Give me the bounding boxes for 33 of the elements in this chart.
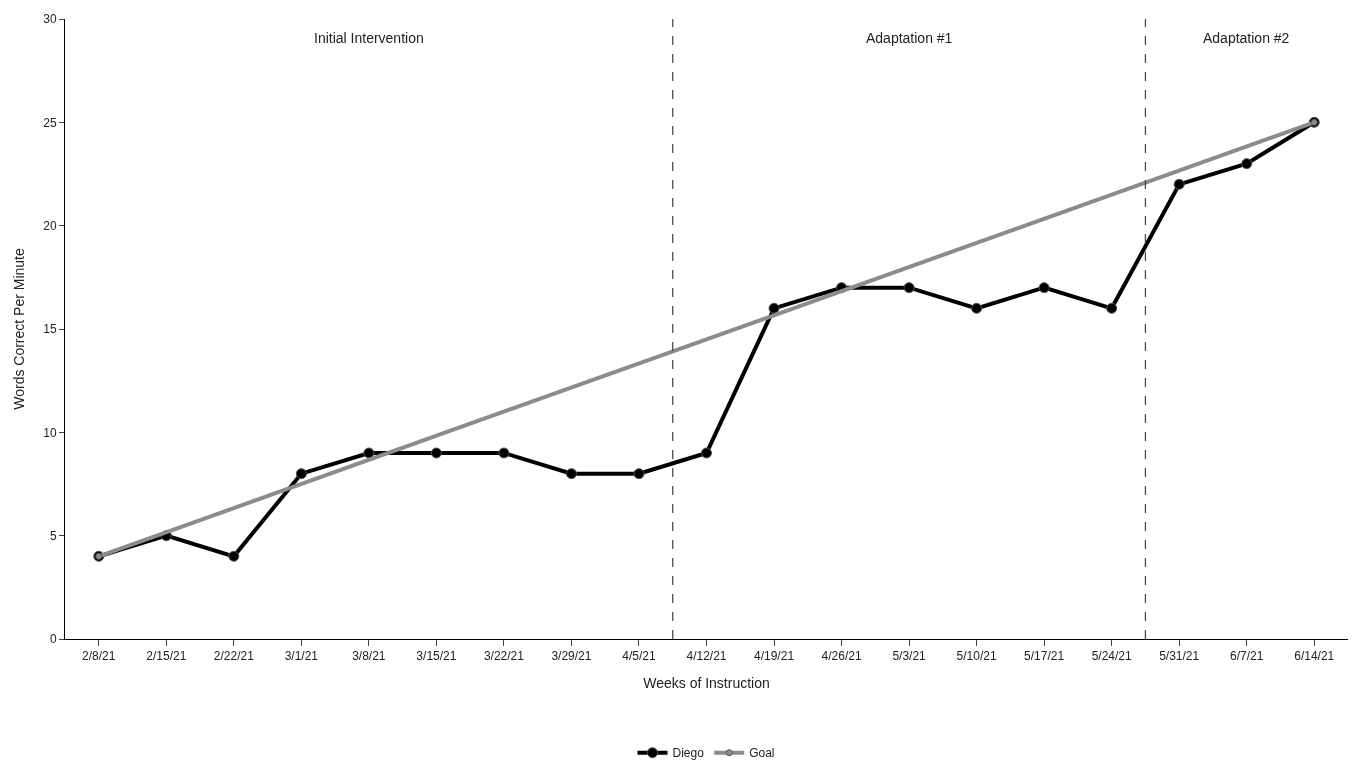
x-tick-label: 5/24/21 (1091, 649, 1132, 664)
x-tick-label: 4/19/21 (754, 649, 795, 664)
x-tick-label: 4/26/21 (821, 649, 862, 664)
y-tick-label: 10 (43, 425, 57, 440)
x-tick-label: 3/8/21 (352, 649, 386, 664)
x-tick-label: 5/31/21 (1159, 649, 1200, 664)
x-tick-label: 4/5/21 (622, 649, 656, 664)
x-tick-label: 2/8/21 (82, 649, 116, 664)
y-tick-label: 15 (43, 322, 57, 337)
x-tick-label: 3/22/21 (483, 649, 525, 664)
x-tick-label: 5/10/21 (956, 649, 997, 664)
annotation: Adaptation #1 (866, 30, 953, 46)
x-tick-label: 2/15/21 (146, 649, 187, 664)
x-tick-label: 4/12/21 (686, 649, 727, 664)
x-tick-label: 3/1/21 (284, 649, 319, 664)
x-tick-label: 6/14/21 (1294, 649, 1335, 664)
legend-label: Goal (749, 746, 775, 761)
y-tick-label: 20 (43, 218, 57, 233)
x-tick-label: 2/22/21 (213, 649, 255, 664)
x-tick-label: 5/3/21 (892, 649, 927, 664)
y-axis-title: Words Correct Per Minute (10, 248, 27, 410)
y-tick-label: 30 (43, 12, 57, 27)
x-tick-label: 6/7/21 (1230, 649, 1264, 664)
annotation: Initial Intervention (314, 30, 424, 46)
x-tick-label: 3/15/21 (416, 649, 457, 664)
x-tick-label: 3/29/21 (551, 649, 592, 664)
legend-label: Diego (672, 746, 705, 761)
annotation: Adaptation #2 (1203, 30, 1290, 46)
y-tick-label: 5 (49, 528, 57, 543)
y-tick-label: 0 (49, 632, 57, 647)
x-axis-title: Weeks of Instruction (643, 674, 770, 691)
x-tick-label: 5/17/21 (1024, 649, 1065, 664)
y-tick-label: 25 (43, 115, 57, 130)
